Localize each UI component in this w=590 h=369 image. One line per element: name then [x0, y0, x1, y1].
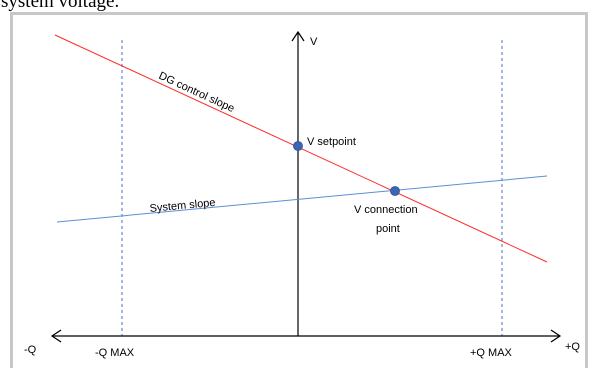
pos-q-label: +Q: [565, 341, 580, 353]
neg-q-max-label: -Q MAX: [95, 347, 135, 359]
neg-q-label: -Q: [24, 344, 37, 356]
v-axis-arrowhead: [291, 30, 305, 42]
pos-q-max-label: +Q MAX: [470, 347, 513, 359]
v-axis-label: V: [310, 36, 318, 48]
v-connection-label-line2: point: [376, 223, 400, 235]
v-setpoint-marker: [293, 141, 303, 151]
system-slope-line: [56, 175, 548, 223]
v-connection-label-line1: V connection: [354, 204, 418, 216]
system-slope-label: System slope: [149, 197, 216, 215]
q-axis-left-arrowhead: [50, 329, 62, 343]
diagram-frame: [10, 12, 588, 368]
v-setpoint-label: V setpoint: [307, 136, 356, 148]
caption-fragment: system voltage.: [1, 0, 120, 12]
dg-control-slope-label: DG control slope: [157, 70, 236, 115]
v-connection-point-marker: [390, 186, 400, 196]
q-axis-right-arrowhead: [550, 329, 562, 343]
